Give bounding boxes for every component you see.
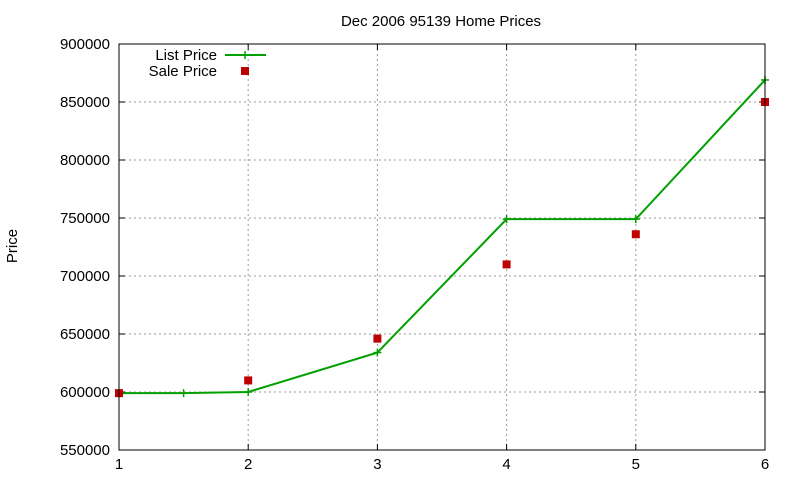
x-tick-label: 2 [244,456,252,473]
y-tick-label: 550000 [60,442,110,459]
legend-plus-swatch [241,51,249,59]
sale-price-point [244,376,253,385]
y-tick-label: 850000 [60,94,110,111]
y-tick-label: 650000 [60,326,110,343]
x-tick-label: 1 [115,456,123,473]
y-tick-label: 600000 [60,384,110,401]
legend-label: Sale Price [149,63,217,80]
x-tick-label: 6 [761,456,769,473]
y-axis-label: Price [4,229,21,263]
x-tick-label: 4 [502,456,510,473]
axis-ticks: 550000 600000 650000 700000 750000 800000 8500… [60,36,769,473]
y-tick-label: 750000 [60,210,110,227]
chart-title: Dec 2006 95139 Home Prices [341,13,541,30]
sale-price-point [631,230,640,239]
x-tick-label: 5 [632,456,640,473]
y-tick-label: 800000 [60,152,110,169]
sale-price-point [373,334,382,343]
list-price-point [502,215,511,224]
plot-frame [118,43,766,451]
y-tick-label: 900000 [60,36,110,53]
x-tick-label: 3 [373,456,381,473]
list-price-point [244,388,253,396]
legend-square-swatch [241,67,249,75]
list-price-point [631,215,640,224]
list-price-point [373,348,382,357]
plot-border [118,43,766,451]
y-tick-label: 700000 [60,268,110,285]
legend-label: List Price [155,47,217,64]
list-price-point [179,389,188,398]
sale-price-point [502,260,511,269]
